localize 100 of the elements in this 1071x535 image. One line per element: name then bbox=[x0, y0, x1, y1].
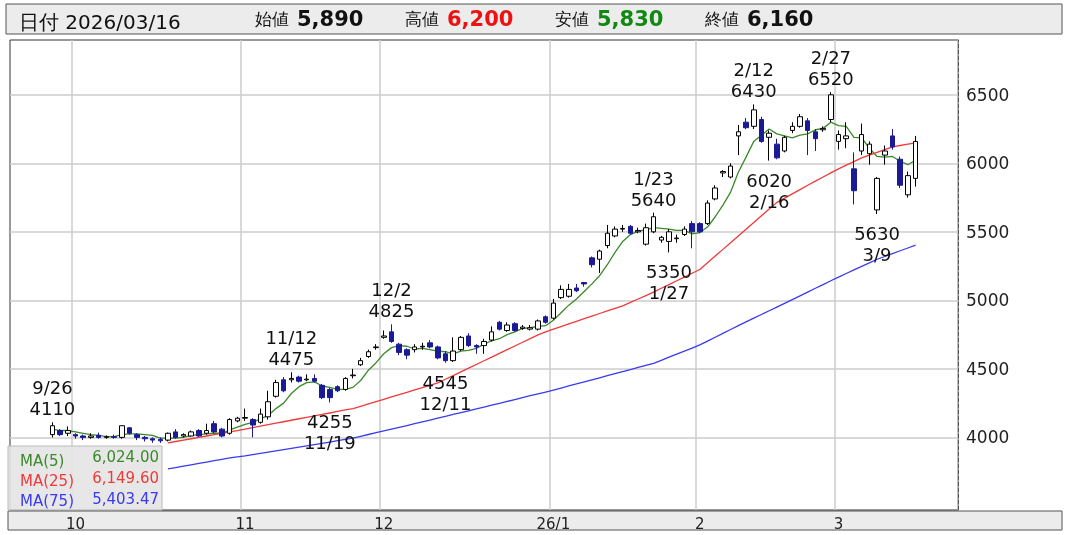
candlestick bbox=[905, 171, 911, 199]
candlestick bbox=[635, 227, 641, 234]
candlestick bbox=[412, 343, 417, 353]
candlestick bbox=[396, 342, 402, 356]
candlestick bbox=[759, 116, 764, 144]
candlestick bbox=[620, 224, 625, 233]
candlestick bbox=[181, 432, 186, 438]
candlestick bbox=[373, 343, 379, 351]
candlestick bbox=[265, 390, 271, 421]
y-tick-label: 5000 bbox=[966, 290, 1010, 311]
candlestick bbox=[612, 225, 618, 238]
candlestick bbox=[643, 223, 649, 247]
annotation: 6,149.60 bbox=[92, 469, 159, 487]
candlestick bbox=[404, 347, 410, 360]
candlestick bbox=[474, 343, 479, 355]
candlestick bbox=[782, 135, 787, 153]
candlestick bbox=[605, 224, 610, 249]
candlestick bbox=[489, 325, 494, 342]
candlestick bbox=[319, 383, 325, 400]
chart-title: 日付 2026/03/16 bbox=[19, 10, 181, 34]
annotation: 5350 1/27 bbox=[646, 261, 692, 304]
y-tick-label: 4000 bbox=[966, 427, 1010, 448]
candlestick bbox=[805, 117, 810, 156]
y-tick-label: 5500 bbox=[966, 221, 1010, 242]
candlestick bbox=[273, 379, 279, 399]
candlestick bbox=[851, 151, 857, 205]
annotation: 9/26 4110 bbox=[29, 377, 76, 420]
candlestick bbox=[790, 121, 795, 134]
candlestick bbox=[150, 436, 155, 444]
x-tick-label: 3 bbox=[833, 514, 844, 533]
candlestick bbox=[836, 129, 841, 151]
candlestick bbox=[774, 138, 780, 160]
candlestick bbox=[450, 336, 456, 363]
candlestick bbox=[312, 373, 317, 384]
candlestick bbox=[551, 298, 556, 321]
candlestick bbox=[728, 162, 733, 179]
candlestick bbox=[350, 368, 356, 379]
candlestick bbox=[435, 345, 441, 360]
y-tick-label: 6500 bbox=[966, 84, 1010, 105]
annotation: 11/12 4475 bbox=[265, 327, 318, 370]
candlestick bbox=[543, 314, 548, 325]
candlestick bbox=[458, 335, 464, 352]
candlestick bbox=[566, 283, 572, 299]
candlestick bbox=[481, 338, 487, 355]
candlestick bbox=[242, 408, 248, 422]
candlestick bbox=[659, 235, 664, 244]
candlestick bbox=[867, 140, 872, 166]
candlestick bbox=[96, 432, 101, 440]
candlestick bbox=[913, 135, 918, 188]
candlestick bbox=[281, 376, 286, 393]
candlestick bbox=[666, 228, 672, 253]
candlestick bbox=[497, 320, 502, 331]
candlestick bbox=[335, 384, 340, 393]
candlestick bbox=[874, 176, 880, 215]
annotation: 1/23 5640 bbox=[630, 167, 677, 210]
x-tick-label: 12 bbox=[374, 514, 394, 533]
candlestick bbox=[890, 128, 895, 151]
y-tick-label: 6000 bbox=[966, 153, 1010, 174]
y-tick-label: 4500 bbox=[966, 358, 1010, 379]
candlestick bbox=[73, 432, 78, 440]
candlestick bbox=[119, 425, 125, 440]
candlestick bbox=[651, 212, 656, 234]
text: MA(75) bbox=[20, 491, 74, 510]
x-tick-label: 2 bbox=[695, 514, 705, 533]
candlestick bbox=[327, 387, 333, 403]
candlestick bbox=[196, 428, 202, 438]
candlestick bbox=[597, 249, 602, 274]
candlestick bbox=[127, 426, 132, 436]
candlestick bbox=[235, 416, 240, 423]
candlestick bbox=[358, 357, 363, 367]
text: 始値 5,890 bbox=[255, 7, 364, 31]
candlestick bbox=[134, 432, 140, 441]
candlestick bbox=[211, 420, 217, 434]
candlestick bbox=[689, 220, 695, 249]
candlestick bbox=[296, 375, 302, 384]
candlestick bbox=[628, 224, 633, 236]
candlestick bbox=[111, 434, 117, 440]
candlestick bbox=[743, 117, 749, 130]
candlestick bbox=[204, 423, 209, 436]
series-label: MA(5) bbox=[20, 451, 65, 470]
line-series bbox=[167, 244, 917, 470]
candlestick bbox=[366, 349, 371, 359]
candlestick bbox=[720, 169, 726, 178]
candlestick bbox=[381, 330, 387, 340]
candlestick bbox=[574, 283, 579, 293]
candlestick bbox=[142, 435, 148, 442]
candlestick bbox=[697, 221, 703, 234]
candlestick bbox=[558, 284, 564, 300]
candlestick bbox=[427, 339, 433, 349]
candlestick bbox=[389, 323, 394, 344]
candlestick bbox=[57, 428, 63, 437]
candlestick bbox=[158, 436, 163, 444]
x-tick-label: 10 bbox=[65, 514, 86, 533]
candlestick bbox=[512, 321, 518, 333]
text: 高値 6,200 bbox=[405, 7, 514, 31]
annotation: 12/2 4825 bbox=[368, 279, 415, 322]
candlestick bbox=[65, 425, 71, 437]
candlestick bbox=[820, 125, 826, 133]
candlestick bbox=[813, 128, 818, 152]
candlestick bbox=[104, 434, 109, 440]
